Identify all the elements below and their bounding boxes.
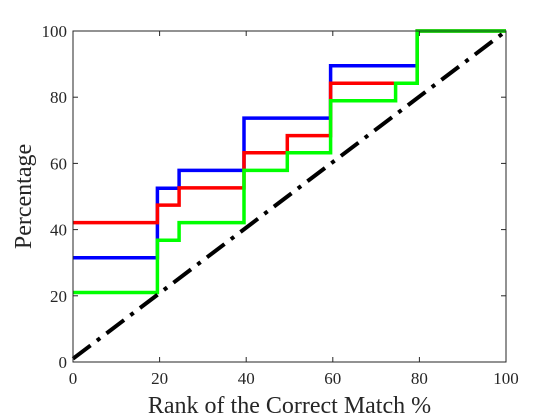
y-axis-label: Percentage: [11, 144, 37, 249]
y-tick-label: 20: [50, 287, 67, 306]
x-axis-label: Rank of the Correct Match %: [148, 393, 431, 419]
y-tick-label: 40: [50, 221, 67, 240]
y-tick-label: 0: [59, 353, 68, 372]
x-tick-label: 40: [238, 369, 255, 388]
y-tick-label: 60: [50, 154, 67, 173]
x-tick-label: 80: [411, 369, 428, 388]
series-green-line: [73, 29, 506, 295]
x-tick-label: 100: [493, 369, 519, 388]
x-tick-label: 0: [69, 369, 78, 388]
y-tick-label: 100: [42, 22, 68, 41]
axes-box: [72, 30, 507, 363]
reference-diagonal-line: [71, 29, 508, 361]
x-tick-label: 20: [151, 369, 168, 388]
x-tick-label: 60: [324, 369, 341, 388]
y-tick-label: 80: [50, 88, 67, 107]
chart-lines: [71, 29, 508, 361]
axis-ticks: 0 20 40 60 80 100 0 20 40 60 80 100: [42, 22, 519, 388]
